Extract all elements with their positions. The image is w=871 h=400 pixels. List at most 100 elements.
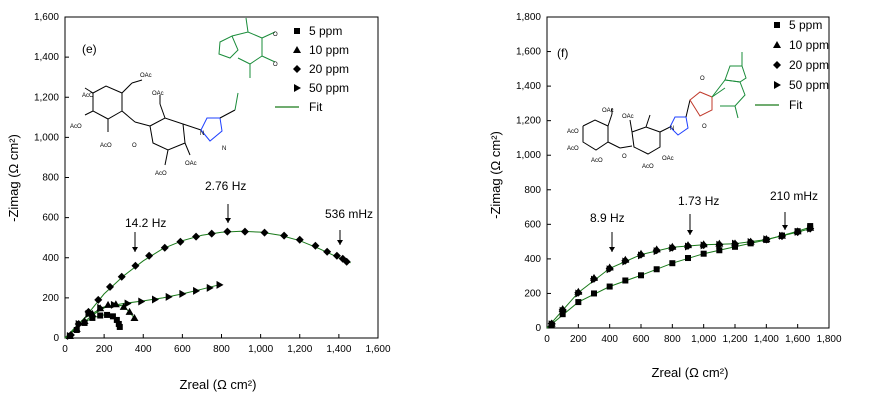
frequency-annotation: 536 mHz xyxy=(325,207,373,221)
annotation-arrowhead xyxy=(609,247,615,252)
data-point xyxy=(548,320,556,329)
frequency-annotation: 2.76 Hz xyxy=(205,179,246,193)
mol-label: O xyxy=(700,76,705,82)
panel-e: (e) Zreal (Ω cm²) -Zimag (Ω cm²) OAc AcO xyxy=(6,12,391,392)
x-tick-label: 1,800 xyxy=(816,334,841,345)
legend-label: 10 ppm xyxy=(309,43,349,57)
panel-label: (f) xyxy=(557,46,568,60)
data-point xyxy=(206,283,214,292)
data-point xyxy=(130,313,139,321)
mol-label: AcO xyxy=(82,93,94,99)
x-tick-label: 1,200 xyxy=(287,344,312,355)
mol-label: AcO xyxy=(70,124,82,130)
data-point xyxy=(193,286,201,295)
x-tick-label: 400 xyxy=(601,334,618,345)
data-point xyxy=(575,289,583,298)
legend-label: 10 ppm xyxy=(789,38,829,52)
legend-marker xyxy=(774,22,780,28)
mol-label: N xyxy=(670,126,674,132)
data-point xyxy=(165,292,173,301)
y-tick-label: 600 xyxy=(524,219,541,230)
frequency-annotation: 14.2 Hz xyxy=(125,216,166,230)
x-tick-label: 1,400 xyxy=(326,344,351,355)
annotations: 8.9 Hz 1.73 Hz 210 mHz xyxy=(590,189,818,252)
fit-line xyxy=(546,225,814,329)
molecule-labels-e: OAc AcO AcO AcO O OAc AcO OAc N N O O xyxy=(70,32,278,177)
data-point xyxy=(622,277,629,284)
data-point xyxy=(732,239,739,248)
mol-label: AcO xyxy=(100,143,112,149)
y-tick-label: 1,800 xyxy=(516,12,541,23)
data-point xyxy=(653,266,660,273)
data-point xyxy=(179,289,187,298)
legend-marker xyxy=(294,84,301,92)
y-tick-label: 0 xyxy=(535,323,541,334)
molecule-labels-f: OAc AcO AcO AcO O OAc AcO OAc N O O xyxy=(567,76,707,170)
data-point xyxy=(151,295,159,304)
data-point xyxy=(216,280,224,289)
legend-label: 5 ppm xyxy=(789,18,822,32)
legend-label: Fit xyxy=(309,100,323,114)
data-point xyxy=(192,232,201,241)
data-point xyxy=(115,320,122,327)
data-point xyxy=(89,314,96,321)
data-point xyxy=(125,307,134,315)
axes: 0 200 400 600 800 1,000 1,200 1,400 1,600 1,800 0 2… xyxy=(516,12,842,345)
frequency-annotation: 8.9 Hz xyxy=(590,211,625,225)
legend-label: Fit xyxy=(789,98,803,112)
data-point xyxy=(295,235,304,244)
data-point xyxy=(280,231,289,240)
fit-lines xyxy=(546,225,814,329)
legend-marker xyxy=(774,81,781,89)
annotation-arrowhead xyxy=(132,247,138,252)
data-point xyxy=(807,224,815,233)
panel-label: (e) xyxy=(82,42,97,56)
mol-label: OAc xyxy=(622,114,634,120)
frequency-annotation: 210 mHz xyxy=(770,189,818,203)
data-point xyxy=(145,251,154,260)
data-point xyxy=(747,237,755,246)
data-point xyxy=(260,228,269,237)
data-point xyxy=(104,311,111,318)
x-tick-label: 1,000 xyxy=(691,334,716,345)
mol-label: AcO xyxy=(642,164,654,170)
y-tick-label: 1,600 xyxy=(516,47,541,58)
data-point xyxy=(559,306,567,315)
x-tick-label: 200 xyxy=(570,334,587,345)
annotation-arrowhead xyxy=(225,218,231,223)
data-point xyxy=(716,240,724,249)
mol-label: AcO xyxy=(155,171,167,177)
data-point xyxy=(109,313,116,320)
x-tick-label: 800 xyxy=(213,344,230,355)
data-point xyxy=(669,260,676,267)
y-tick-label: 1,000 xyxy=(516,150,541,161)
data-point xyxy=(66,331,74,340)
data-point xyxy=(685,255,691,262)
data-point xyxy=(669,244,677,253)
mol-label: O xyxy=(132,143,137,149)
annotations: 14.2 Hz 2.76 Hz 536 mHz xyxy=(125,179,373,252)
fit-line xyxy=(546,227,814,329)
data-point xyxy=(559,311,566,318)
legend-label: 50 ppm xyxy=(309,81,349,95)
data-point xyxy=(94,295,103,304)
data-point xyxy=(700,250,707,257)
data-point xyxy=(653,247,661,256)
x-tick-label: 1,600 xyxy=(785,334,810,345)
x-tick-label: 0 xyxy=(544,334,550,345)
mol-label: OAc xyxy=(662,156,674,162)
data-point xyxy=(716,247,723,254)
data-point xyxy=(685,242,692,251)
legend-label: 20 ppm xyxy=(309,62,349,76)
data-point xyxy=(113,316,120,323)
legend-label: 5 ppm xyxy=(309,24,342,38)
x-tick-label: 1,200 xyxy=(722,334,747,345)
y-tick-label: 1,600 xyxy=(34,12,59,23)
mol-label: O xyxy=(273,32,278,38)
y-tick-label: 800 xyxy=(524,185,541,196)
legend-marker xyxy=(773,61,781,69)
y-tick-label: 1,400 xyxy=(516,81,541,92)
data-point xyxy=(794,227,802,236)
mol-label: O xyxy=(622,154,627,160)
data-point xyxy=(622,257,630,266)
